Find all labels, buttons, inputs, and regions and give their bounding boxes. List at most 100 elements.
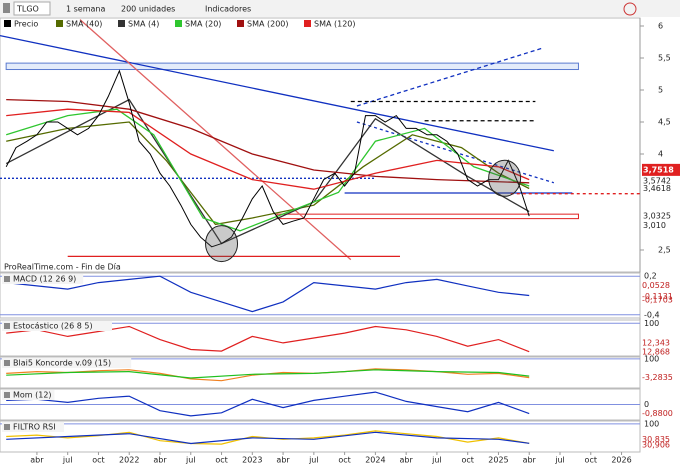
icon[interactable] [3,3,10,13]
x-tick-label: 2023 [242,456,262,465]
trendline [0,34,554,152]
value-label: 0,0528 [642,281,670,290]
series-line [6,108,530,190]
symbol-box[interactable] [13,1,51,16]
x-tick-label: 2025 [488,456,508,465]
icon[interactable] [623,2,637,16]
panel-title: MACD (12 26 9) [13,275,76,284]
trendline [79,19,352,261]
price-label: 3,0325 [643,211,671,220]
units[interactable]: 200 unidades [121,5,175,14]
toolbar-bg [0,0,680,17]
x-tick-label: abr [400,456,414,465]
x-tick-label: jul [431,456,442,465]
x-tick-label: 2022 [119,456,139,465]
legend-label: SMA (4) [128,20,159,29]
panel [0,272,641,319]
source: ProRealTime.com - Fin de Día [4,263,121,272]
legend-label: SMA (20) [185,20,221,29]
symbol[interactable]: TLGO [16,5,39,14]
y-tick-label: 100 [644,354,659,363]
panel [0,356,641,389]
price-label: 3,7518 [643,165,674,174]
trendline [356,47,542,107]
legend-label: Precio [14,20,38,29]
series-line [6,121,530,226]
series-line [6,369,530,379]
panel-title: Blai5 Koncorde v.09 (15) [13,359,111,368]
price-label: 3,5742 [643,177,671,186]
value-label: 12,343 [642,338,670,347]
y-tick-label: 100 [644,419,659,428]
value-label: -3,2835 [642,373,673,382]
x-tick-label: jul [554,456,565,465]
panel-title: Mom (12) [13,391,52,400]
x-tick-label: abr [30,456,44,465]
y-tick-label: -0,4 [644,310,660,319]
x-tick-label: jul [62,456,73,465]
panel [0,420,641,453]
y-tick-label: 100 [644,319,659,328]
x-tick-label: oct [461,456,473,465]
value-label: -0,1131 [642,292,673,301]
series-line [6,98,530,184]
period[interactable]: 1 semana [66,5,105,14]
y-tick-label: 0,2 [644,272,657,281]
x-tick-label: oct [585,456,597,465]
box [5,62,579,71]
x-tick-label: oct [92,456,104,465]
icon [4,392,10,398]
value-label: 12,868 [642,348,670,357]
x-tick-label: 2026 [611,456,631,465]
price-box [642,163,680,176]
price-label: 3,010 [643,221,666,230]
panel-title-bg [2,321,112,331]
legend-swatch [56,20,63,27]
series-line [6,431,530,445]
x-tick-label: jul [308,456,319,465]
legend-swatch [118,20,125,27]
legend-swatch [175,20,182,27]
series-line [6,275,530,313]
x-tick-label: 2024 [365,456,385,465]
icon [4,323,10,329]
series-line [6,325,530,353]
y-tick-label: 5,5 [658,53,671,62]
value-label: 30,906 [642,440,670,449]
x-tick-label: abr [276,456,290,465]
x-tick-label: oct [338,456,350,465]
panel-title-bg [2,274,84,284]
y-tick-label: 6 [658,21,663,30]
legend-swatch [237,20,244,27]
x-tick-label: oct [215,456,227,465]
toolbar: TLGO 1 semana 200 unidades Indicadores [0,0,680,17]
value-label: 30,835 [642,435,670,444]
legend-label: SMA (120) [314,20,356,29]
y-tick-label: 0 [644,400,649,409]
panel-title: Estocástico (26 8 5) [13,322,93,331]
icon [4,276,10,282]
series-line [5,69,530,248]
legend-swatch [4,20,11,27]
indicators[interactable]: Indicadores [205,5,251,14]
legend-label: SMA (40) [66,20,102,29]
panel-title: FILTRO RSI [13,423,56,432]
y-tick-label: 4,5 [658,117,671,126]
legend-label: SMA (200) [247,20,289,29]
panel [0,319,641,357]
x-tick-label: jul [185,456,196,465]
icon [4,360,10,366]
price-label: 3,4618 [643,184,671,193]
y-tick-label: 2,5 [658,245,671,254]
panel-title-bg [2,390,55,400]
legend-swatch [304,20,311,27]
highlight [488,159,522,197]
panel-title-bg [2,358,132,368]
y-tick-label: 4 [658,149,663,158]
series-line [6,391,530,417]
y-tick-label: 5 [658,85,663,94]
panel-title-bg [2,422,64,432]
x-tick-label: abr [153,456,167,465]
icon [4,424,10,430]
